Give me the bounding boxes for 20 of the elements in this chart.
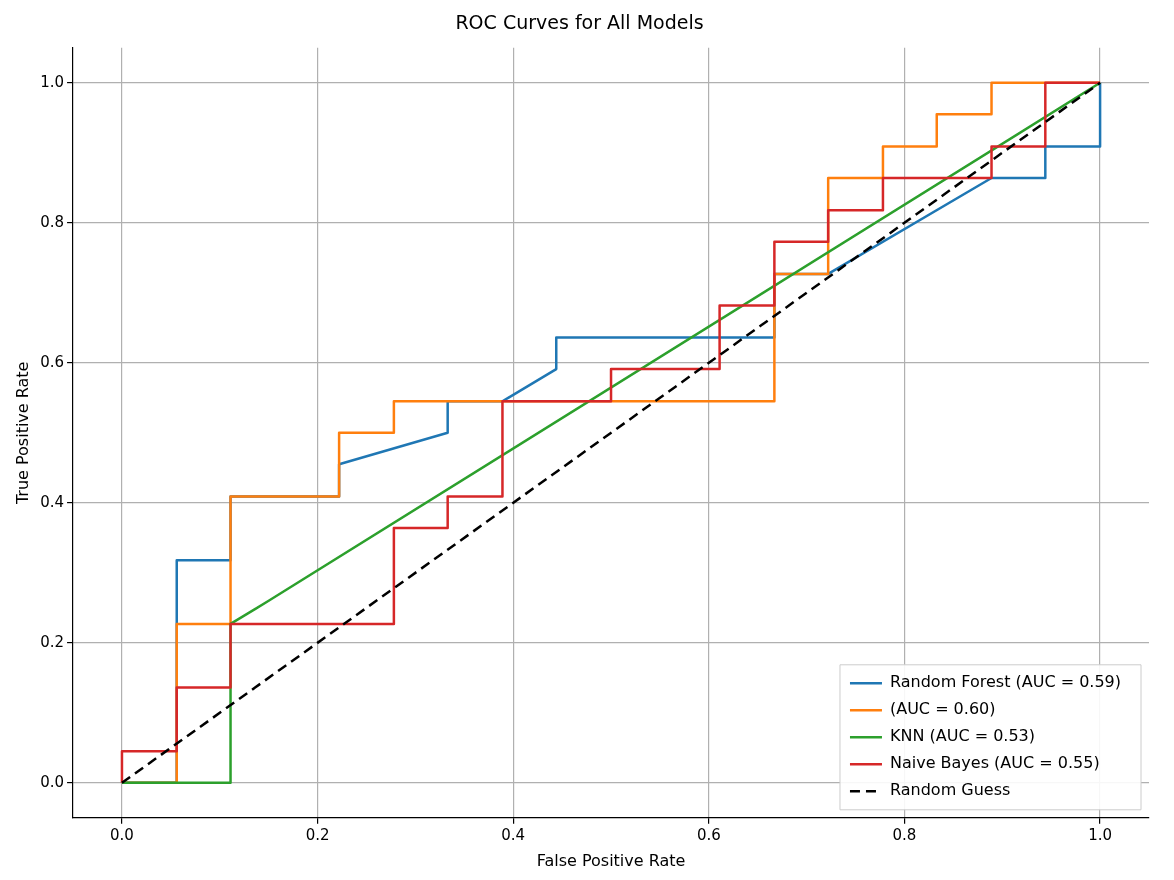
y-tick-label: 1.0: [40, 72, 65, 91]
y-tick-label: 0.0: [40, 772, 65, 791]
y-tick-label: 0.8: [40, 212, 65, 231]
y-tick-label: 0.6: [40, 352, 65, 371]
y-tick-label: 0.4: [40, 492, 65, 511]
legend-label: Random Forest (AUC = 0.59): [889, 672, 1121, 692]
x-tick-label: 0.6: [696, 825, 721, 844]
x-tick-label: 1.0: [1088, 825, 1113, 844]
x-tick-label: 0.4: [501, 825, 526, 844]
legend-label: Random Guess: [889, 780, 1011, 800]
y-axis-title: True Positive Rate: [12, 361, 32, 506]
x-tick-label: 0.2: [305, 825, 330, 844]
x-axis-title: False Positive Rate: [536, 850, 686, 870]
x-tick-label: 0.8: [892, 825, 917, 844]
legend-label: Naive Bayes (AUC = 0.55): [889, 753, 1100, 773]
chart-title: ROC Curves for All Models: [455, 11, 704, 34]
x-tick-label: 0.0: [110, 825, 134, 844]
y-tick-label: 0.2: [40, 632, 65, 651]
legend-label: (AUC = 0.60): [889, 699, 996, 719]
legend-label: KNN (AUC = 0.53): [889, 726, 1035, 746]
